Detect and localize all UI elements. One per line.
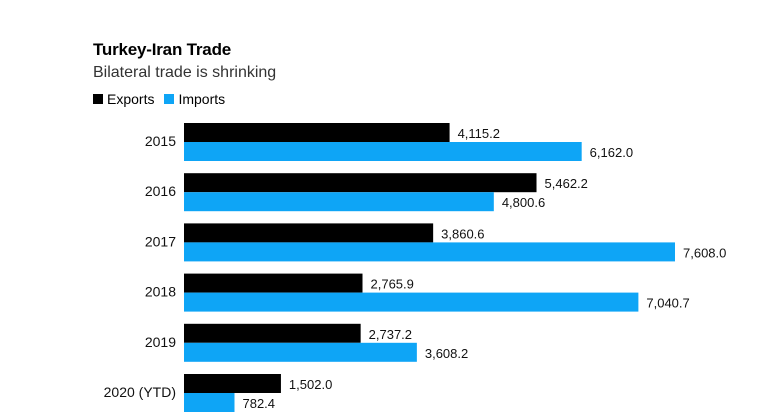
- bar-imports: [184, 393, 235, 412]
- bar-imports: [184, 192, 494, 212]
- chart-title: Turkey-Iran Trade: [93, 40, 232, 59]
- category-label: 2018: [145, 284, 176, 300]
- legend-label-imports: Imports: [178, 91, 226, 107]
- data-label-exports: 4,115.2: [458, 126, 500, 141]
- data-label-imports: 4,800.6: [502, 195, 545, 210]
- legend-swatch-imports: [164, 94, 175, 104]
- legend-item-imports: Imports: [164, 91, 225, 107]
- bar-imports: [184, 342, 417, 362]
- bar-exports: [184, 374, 281, 393]
- data-label-exports: 1,502.0: [289, 377, 332, 392]
- data-label-exports: 2,737.2: [369, 327, 412, 342]
- data-label-imports: 3,608.2: [425, 346, 468, 361]
- bar-exports: [184, 123, 450, 142]
- bar-imports: [184, 292, 639, 312]
- data-label-imports: 7,608.0: [683, 245, 726, 260]
- bar-exports: [184, 273, 363, 293]
- category-label: 2016: [145, 183, 176, 199]
- legend: Exports Imports: [93, 91, 235, 107]
- category-label: 2017: [145, 233, 176, 249]
- legend-label-exports: Exports: [107, 91, 155, 107]
- category-label: 2020 (YTD): [104, 384, 176, 400]
- data-label-exports: 3,860.6: [441, 226, 484, 241]
- bar-exports: [184, 173, 537, 193]
- chart-subtitle: Bilateral trade is shrinking: [93, 64, 277, 81]
- data-label-exports: 2,765.9: [371, 277, 414, 292]
- category-label: 2019: [145, 334, 176, 350]
- bar-imports: [184, 242, 675, 262]
- legend-item-exports: Exports: [93, 91, 154, 107]
- data-label-imports: 7,040.7: [646, 296, 689, 311]
- category-label: 2015: [145, 133, 176, 149]
- data-label-imports: 6,162.0: [590, 145, 633, 160]
- bar-exports: [184, 223, 434, 243]
- data-label-imports: 782.4: [242, 396, 275, 411]
- data-label-exports: 5,462.2: [545, 176, 588, 191]
- bar-imports: [184, 142, 582, 161]
- legend-swatch-exports: [93, 94, 103, 104]
- bar-exports: [184, 323, 361, 343]
